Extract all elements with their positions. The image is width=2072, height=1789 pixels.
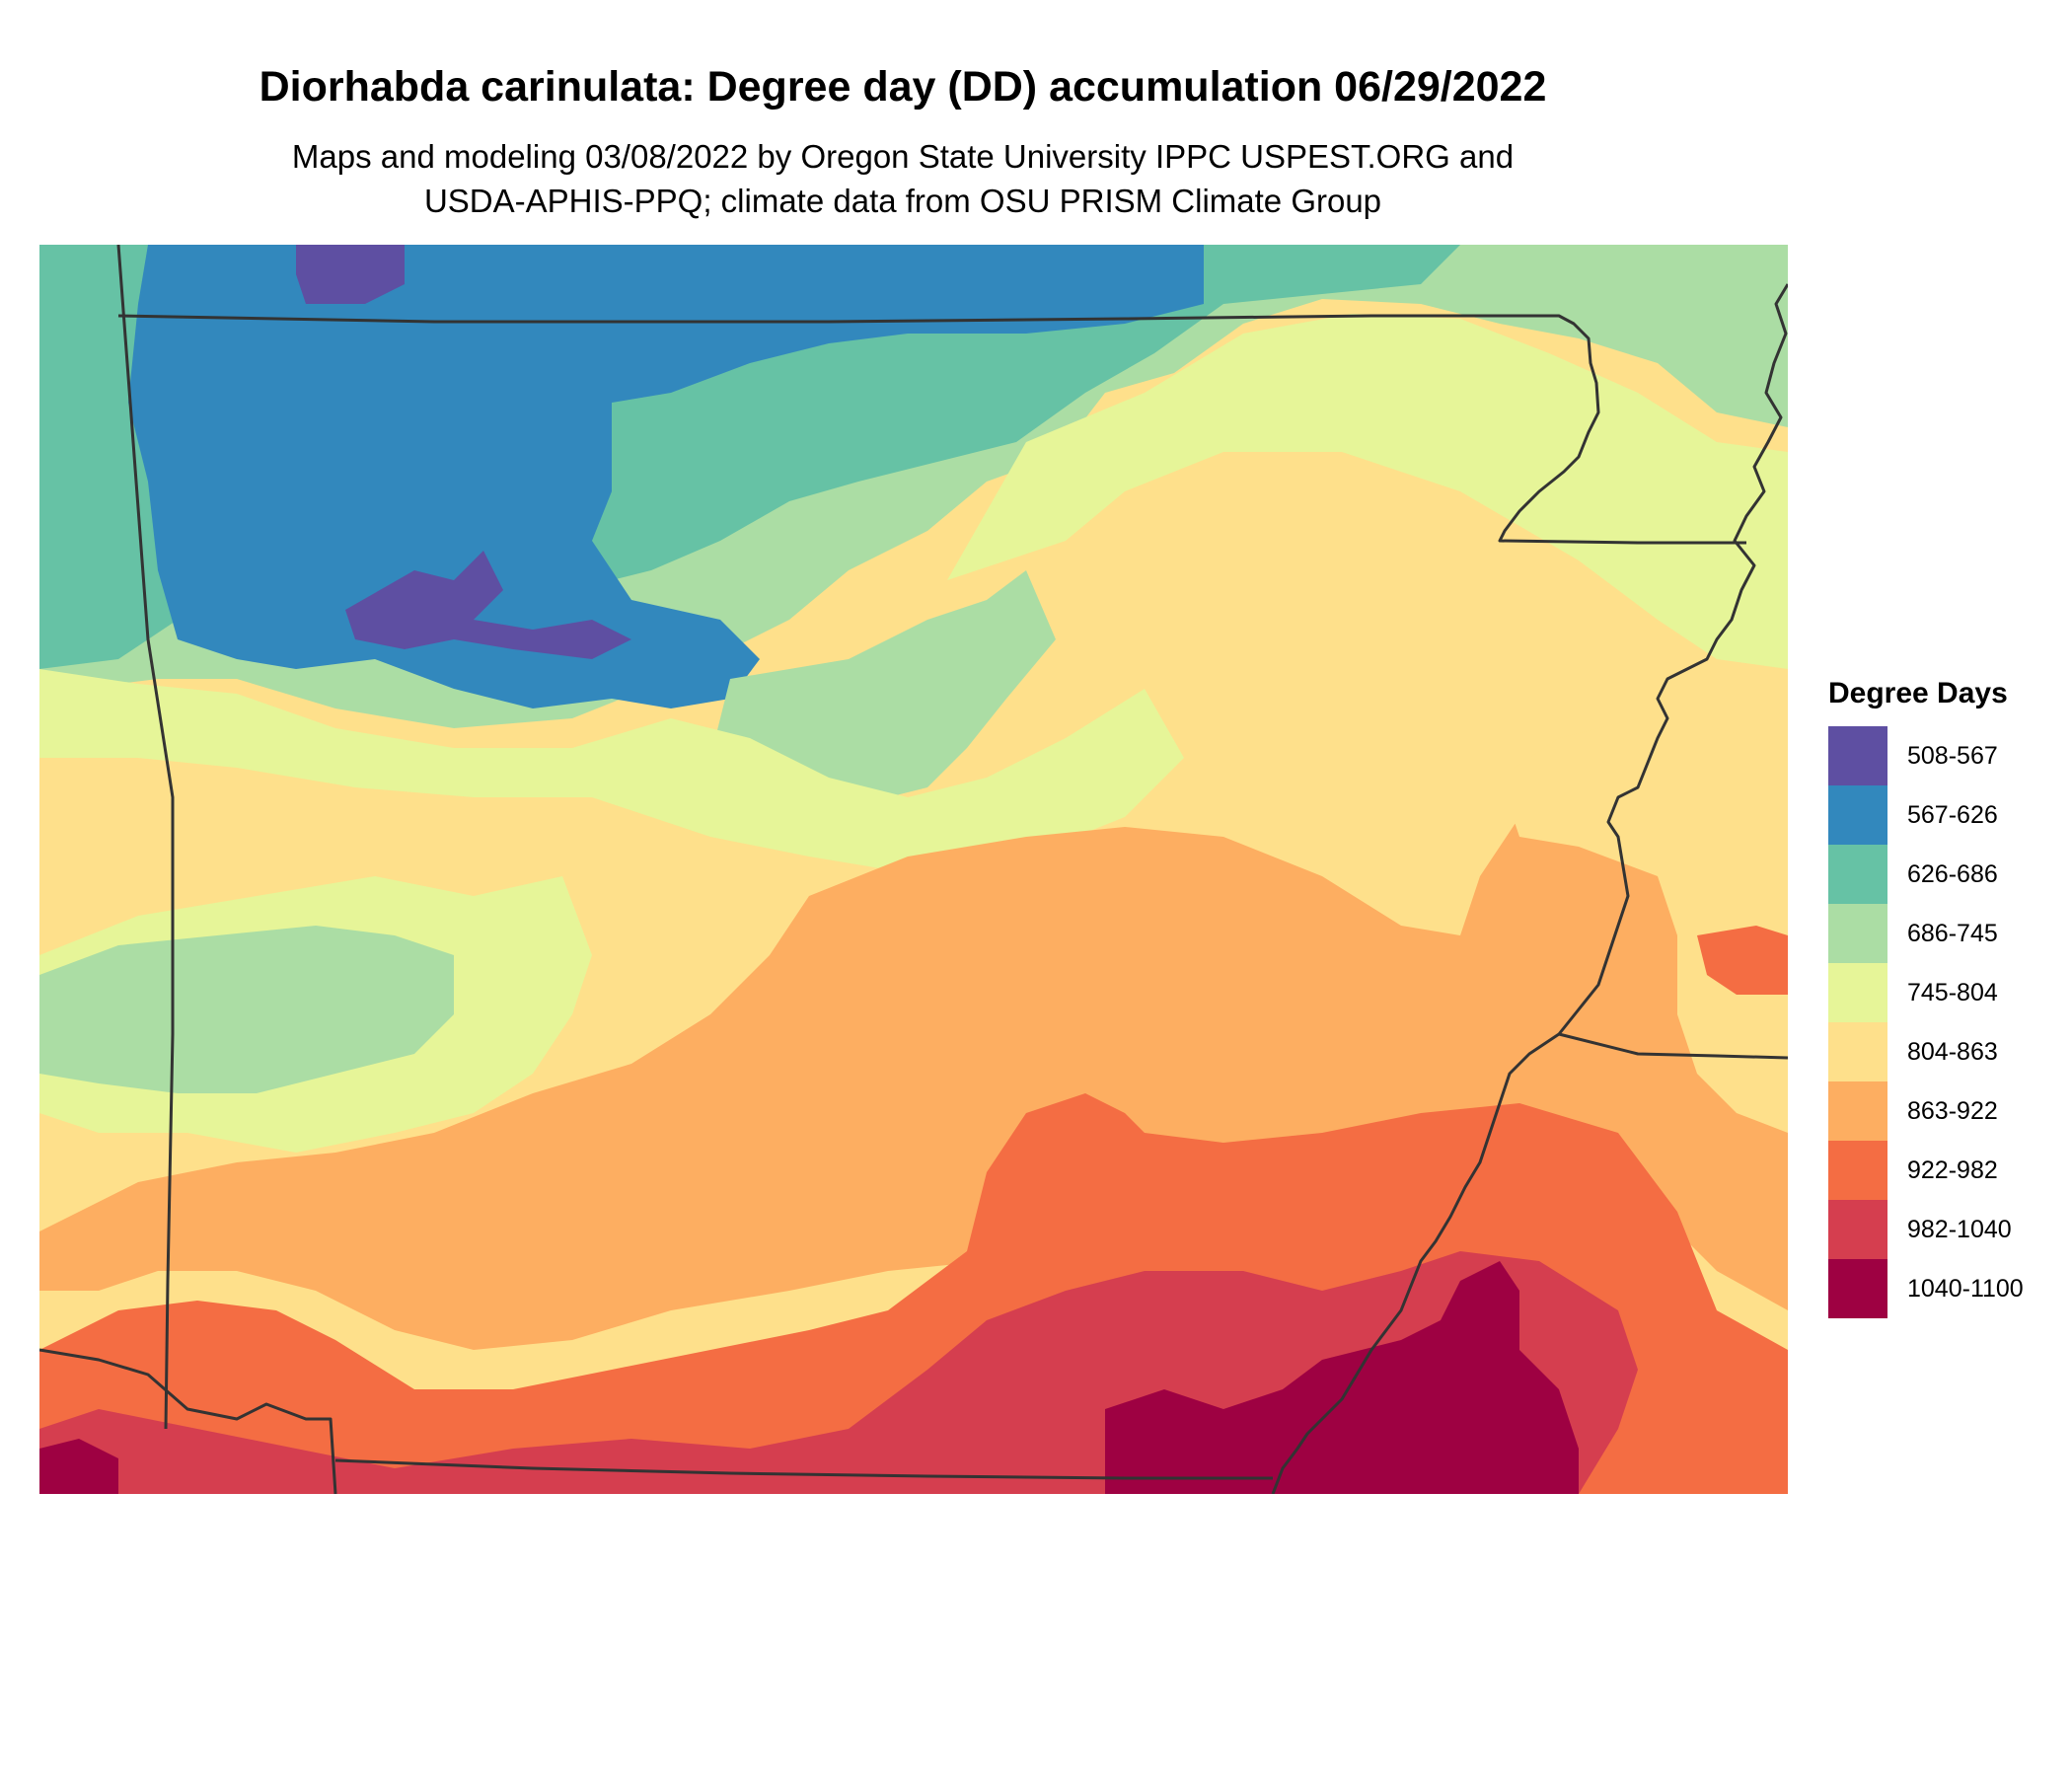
legend-label: 982-1040 xyxy=(1907,1215,2012,1243)
legend-item: 626-686 xyxy=(1828,845,2024,904)
dd-zone-1040-1100-sw xyxy=(39,1439,118,1494)
dd-zone-745-804-belt xyxy=(39,669,1184,876)
legend-label: 1040-1100 xyxy=(1907,1274,2024,1303)
legend-swatch xyxy=(1828,726,1887,785)
legend-swatch xyxy=(1828,904,1887,963)
legend-item: 567-626 xyxy=(1828,785,2024,845)
legend-item: 922-982 xyxy=(1828,1141,2024,1200)
legend-item: 1040-1100 xyxy=(1828,1259,2024,1318)
legend-label: 804-863 xyxy=(1907,1037,1998,1066)
legend-swatch xyxy=(1828,1200,1887,1259)
state-boundary-south xyxy=(39,1348,337,1494)
legend-label: 567-626 xyxy=(1907,800,1998,829)
state-boundary-mississippi-river xyxy=(1271,283,1788,1494)
legend-swatch xyxy=(1828,1259,1887,1318)
state-boundary-louisiana xyxy=(334,1458,1273,1480)
dd-zone-686-745-central xyxy=(710,570,1056,807)
legend-item: 804-863 xyxy=(1828,1022,2024,1081)
dd-zone-745-804-northeast xyxy=(947,314,1788,669)
subtitle-line-1: Maps and modeling 03/08/2022 by Oregon S… xyxy=(291,138,1515,175)
dd-zone-922-982-northeast xyxy=(1697,926,1788,995)
legend-item: 863-922 xyxy=(1828,1081,2024,1141)
state-boundary-west-north xyxy=(116,245,175,1430)
dd-zone-508-567-east xyxy=(345,551,631,659)
dd-zone-686-745-southwest xyxy=(39,926,454,1093)
legend: Degree Days 508-567 567-626 626-686 686-… xyxy=(1828,677,2024,1318)
state-boundary-north xyxy=(117,314,1746,545)
dd-zone-508-567-north xyxy=(296,245,405,304)
legend-swatch xyxy=(1828,963,1887,1022)
legend-label: 922-982 xyxy=(1907,1155,1998,1184)
legend-item: 982-1040 xyxy=(1828,1200,2024,1259)
subtitle-line-2: USDA-APHIS-PPQ; climate data from OSU PR… xyxy=(423,183,1382,219)
degree-day-map xyxy=(39,245,1788,1494)
legend-swatch xyxy=(1828,785,1887,845)
dd-zone-863-922-main xyxy=(39,738,1788,1350)
legend-label: 745-804 xyxy=(1907,978,1998,1006)
dd-zone-1040-1100-core xyxy=(1105,1261,1579,1494)
legend-label: 508-567 xyxy=(1907,741,1998,770)
legend-swatch xyxy=(1828,1141,1887,1200)
legend-label: 686-745 xyxy=(1907,919,1998,947)
legend-item: 745-804 xyxy=(1828,963,2024,1022)
state-boundary-tennessee xyxy=(1558,1032,1788,1060)
legend-item: 508-567 xyxy=(1828,726,2024,785)
map-subtitle: Maps and modeling 03/08/2022 by Oregon S… xyxy=(0,134,1806,223)
legend-swatch xyxy=(1828,845,1887,904)
legend-item: 686-745 xyxy=(1828,904,2024,963)
legend-title: Degree Days xyxy=(1828,677,2008,709)
legend-swatch xyxy=(1828,1022,1887,1081)
legend-label: 863-922 xyxy=(1907,1096,1998,1125)
legend-swatch xyxy=(1828,1081,1887,1141)
dd-zone-804-863-east-pocket xyxy=(1500,718,1788,1133)
legend-label: 626-686 xyxy=(1907,859,1998,888)
map-title: Diorhabda carinulata: Degree day (DD) ac… xyxy=(259,63,1547,111)
